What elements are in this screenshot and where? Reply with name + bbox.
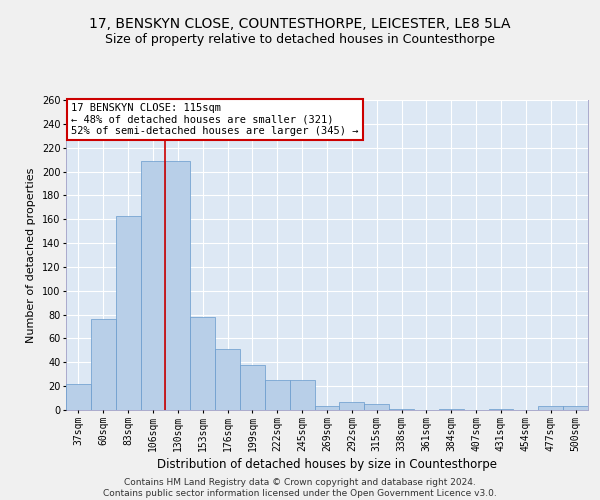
Text: 17, BENSKYN CLOSE, COUNTESTHORPE, LEICESTER, LE8 5LA: 17, BENSKYN CLOSE, COUNTESTHORPE, LEICES…: [89, 18, 511, 32]
Bar: [91, 320, 116, 410]
Bar: [66, 384, 91, 410]
Text: Contains HM Land Registry data © Crown copyright and database right 2024.
Contai: Contains HM Land Registry data © Crown c…: [103, 478, 497, 498]
Bar: [314, 406, 340, 410]
Bar: [265, 380, 290, 410]
Bar: [140, 161, 166, 410]
Bar: [563, 406, 588, 410]
Y-axis label: Number of detached properties: Number of detached properties: [26, 168, 36, 342]
X-axis label: Distribution of detached houses by size in Countesthorpe: Distribution of detached houses by size …: [157, 458, 497, 471]
Text: 17 BENSKYN CLOSE: 115sqm
← 48% of detached houses are smaller (321)
52% of semi-: 17 BENSKYN CLOSE: 115sqm ← 48% of detach…: [71, 103, 359, 136]
Bar: [538, 406, 563, 410]
Bar: [488, 409, 514, 410]
Bar: [166, 161, 190, 410]
Bar: [215, 349, 240, 410]
Bar: [439, 409, 464, 410]
Bar: [116, 216, 140, 410]
Bar: [190, 317, 215, 410]
Bar: [290, 380, 314, 410]
Bar: [389, 409, 414, 410]
Bar: [240, 364, 265, 410]
Bar: [364, 404, 389, 410]
Bar: [340, 402, 364, 410]
Text: Size of property relative to detached houses in Countesthorpe: Size of property relative to detached ho…: [105, 32, 495, 46]
